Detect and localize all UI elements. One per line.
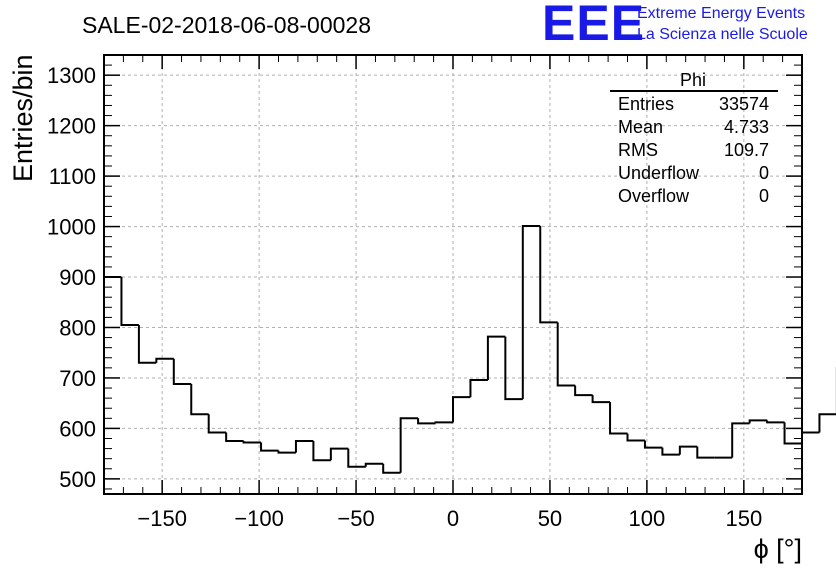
eee-logo-text: EEE <box>542 0 645 51</box>
stats-row-value: 0 <box>759 186 769 206</box>
x-tick-label: 100 <box>629 506 666 531</box>
stats-row-label: RMS <box>618 140 658 160</box>
histogram-bin <box>748 419 768 424</box>
histogram-bin <box>574 385 593 397</box>
y-tick-labels: 500 600 700 800 900 1000 1100 1200 1300 <box>47 63 96 492</box>
histogram-bin <box>539 226 558 324</box>
x-tick-label: 150 <box>725 506 762 531</box>
histogram-bin <box>504 336 523 401</box>
histogram-bin <box>172 358 192 385</box>
stats-row-value: 0 <box>759 163 769 183</box>
histogram-bin <box>225 432 244 443</box>
histogram-bin <box>260 442 279 452</box>
histogram-bars <box>104 225 836 474</box>
stats-row-label: Mean <box>618 117 663 137</box>
histogram-bin <box>137 324 157 364</box>
x-tick-label: −150 <box>137 506 187 531</box>
y-tick-label: 1300 <box>47 63 96 88</box>
grid-lines <box>104 55 802 494</box>
histogram-bin <box>452 396 471 423</box>
histogram-bin <box>469 378 488 398</box>
histogram-bin <box>626 433 645 442</box>
histogram-bin <box>242 441 262 444</box>
histogram-bin <box>801 431 820 444</box>
stats-box: Phi Entries 33574 Mean 4.733 RMS 109.7 Underfl… <box>610 70 778 206</box>
histogram-bin <box>661 447 680 456</box>
eee-logo-line2: La Scienza nelle Scuole <box>637 26 808 43</box>
y-tick-label: 500 <box>59 467 96 492</box>
y-tick-label: 800 <box>59 315 96 340</box>
stats-row-value: 109.7 <box>724 140 769 160</box>
histogram-bin <box>329 447 349 461</box>
y-tick-label: 600 <box>59 416 96 441</box>
histogram-bin <box>643 440 663 449</box>
axis-ticks <box>103 54 803 494</box>
y-tick-label: 700 <box>59 366 96 391</box>
stats-row-label: Underflow <box>618 163 700 183</box>
histogram-bin <box>731 422 750 458</box>
chart-title: SALE-02-2018-06-08-00028 <box>82 12 371 38</box>
stats-row-label: Overflow <box>618 186 690 206</box>
x-axis-label: ϕ [°] <box>754 534 802 564</box>
y-axis-label: Entries/bin <box>8 54 38 182</box>
histogram-bin <box>434 421 453 424</box>
stats-row-value: 33574 <box>719 94 769 114</box>
stats-rows: Entries 33574 Mean 4.733 RMS 109.7 Underflow 0 O… <box>618 94 769 206</box>
histogram-bin <box>696 446 715 459</box>
histogram-bin <box>347 448 366 468</box>
histogram-bin <box>277 450 296 454</box>
stats-row-value: 4.733 <box>724 117 769 137</box>
histogram-bin <box>155 357 174 363</box>
histogram-bin <box>678 445 698 455</box>
y-tick-label: 1200 <box>47 114 96 139</box>
histogram-bin <box>207 414 227 434</box>
histogram-bin <box>417 418 436 425</box>
histogram-bin <box>591 395 611 404</box>
histogram-bin <box>399 417 419 473</box>
histogram-bin <box>190 383 209 416</box>
y-tick-label: 1000 <box>47 215 96 240</box>
x-tick-label: −100 <box>234 506 284 531</box>
histogram-bin <box>556 322 576 387</box>
stats-row-label: Entries <box>618 94 674 114</box>
histogram-bin <box>783 422 802 445</box>
histogram-bin <box>382 463 401 474</box>
histogram-bin <box>294 440 314 453</box>
stats-title: Phi <box>680 70 706 90</box>
histogram-bin <box>818 413 836 433</box>
histogram-bin <box>609 402 628 435</box>
histogram-bin <box>312 441 331 462</box>
x-tick-label: 0 <box>447 506 459 531</box>
histogram-bin <box>521 225 541 400</box>
histogram-bin <box>766 420 785 424</box>
eee-logo-line1: Extreme Energy Events <box>637 5 805 22</box>
histogram-bin <box>364 462 384 467</box>
y-tick-label: 900 <box>59 265 96 290</box>
histogram-bin <box>486 335 506 380</box>
x-tick-label: 50 <box>538 506 562 531</box>
histogram-bin <box>120 277 139 326</box>
x-tick-label: −50 <box>337 506 374 531</box>
y-tick-label: 1100 <box>49 164 96 189</box>
x-tick-labels: −150 −100 −50 0 50 100 150 <box>137 506 762 531</box>
eee-logo: EEE Extreme Energy Events La Scienza nel… <box>542 0 808 51</box>
